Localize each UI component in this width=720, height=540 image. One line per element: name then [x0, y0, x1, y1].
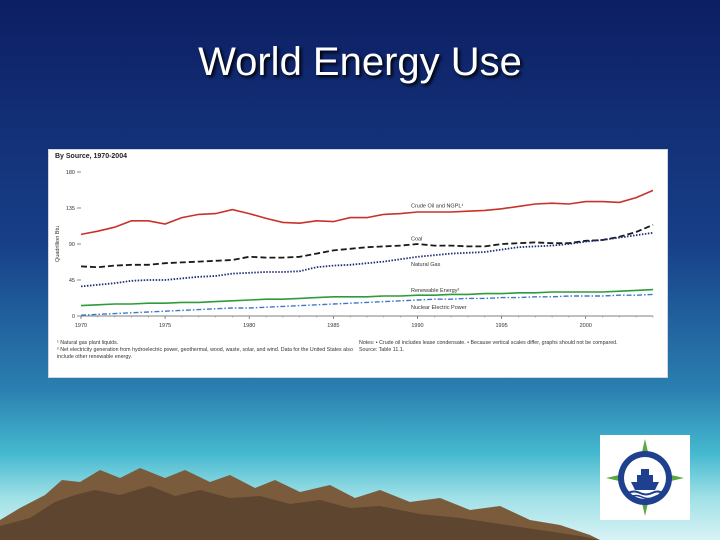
series-line-0 — [80, 189, 654, 236]
y-tick-label: 135 — [66, 206, 75, 212]
footnote-2: ² Net electricity generation from hydroe… — [57, 347, 353, 360]
series-line-1 — [80, 223, 654, 269]
series-label: Coal — [411, 237, 422, 243]
x-tick-label: 2000 — [580, 323, 592, 329]
series-line-2 — [80, 231, 654, 288]
series-line-4 — [80, 293, 654, 316]
chart-footnotes: ¹ Natural gas plant liquids. ² Net elect… — [57, 340, 357, 361]
ship-compass-logo — [606, 439, 684, 516]
series-label: Natural Gas — [411, 262, 441, 268]
chart-notes: Notes: • Crude oil includes lease conden… — [359, 340, 659, 354]
axes: 0 45 90 135 180 1970 1975 1980 1985 1990 1995 2000 — [66, 170, 654, 329]
x-tick-label: 1975 — [159, 323, 171, 329]
footnote-1: ¹ Natural gas plant liquids. — [57, 340, 119, 346]
energy-line-chart: By Source, 1970-2004 Quadrillion Btu 0 45… — [55, 153, 654, 329]
y-tick-label: 45 — [69, 278, 75, 284]
x-tick-label: 1985 — [327, 323, 339, 329]
series-label: Nuclear Electric Power — [411, 305, 467, 311]
source-text: Source: Table 11.1. — [359, 347, 405, 353]
series-labels: Crude Oil and NGPL¹ Coal Natural Gas Renewa… — [411, 204, 467, 311]
y-tick-label: 90 — [69, 242, 75, 248]
slide-title: World Energy Use — [198, 40, 522, 84]
x-tick-label: 1995 — [495, 323, 507, 329]
notes-text: Notes: • Crude oil includes lease conden… — [359, 340, 618, 346]
mountain-range-illustration — [0, 468, 600, 540]
series-line-3 — [80, 288, 654, 307]
chart-title: By Source, 1970-2004 — [55, 153, 127, 160]
logo — [600, 435, 690, 520]
series-label: Renewable Energy² — [411, 288, 459, 294]
y-axis-label: Quadrillion Btu — [55, 226, 61, 262]
y-tick-label: 180 — [66, 170, 75, 176]
x-tick-label: 1990 — [411, 323, 423, 329]
y-tick-label: 0 — [72, 314, 75, 320]
x-tick-label: 1980 — [243, 323, 255, 329]
x-tick-label: 1970 — [75, 323, 87, 329]
series-label: Crude Oil and NGPL¹ — [411, 204, 463, 210]
chart-panel: By Source, 1970-2004 Quadrillion Btu 0 45… — [48, 149, 668, 378]
series-lines — [80, 189, 654, 316]
